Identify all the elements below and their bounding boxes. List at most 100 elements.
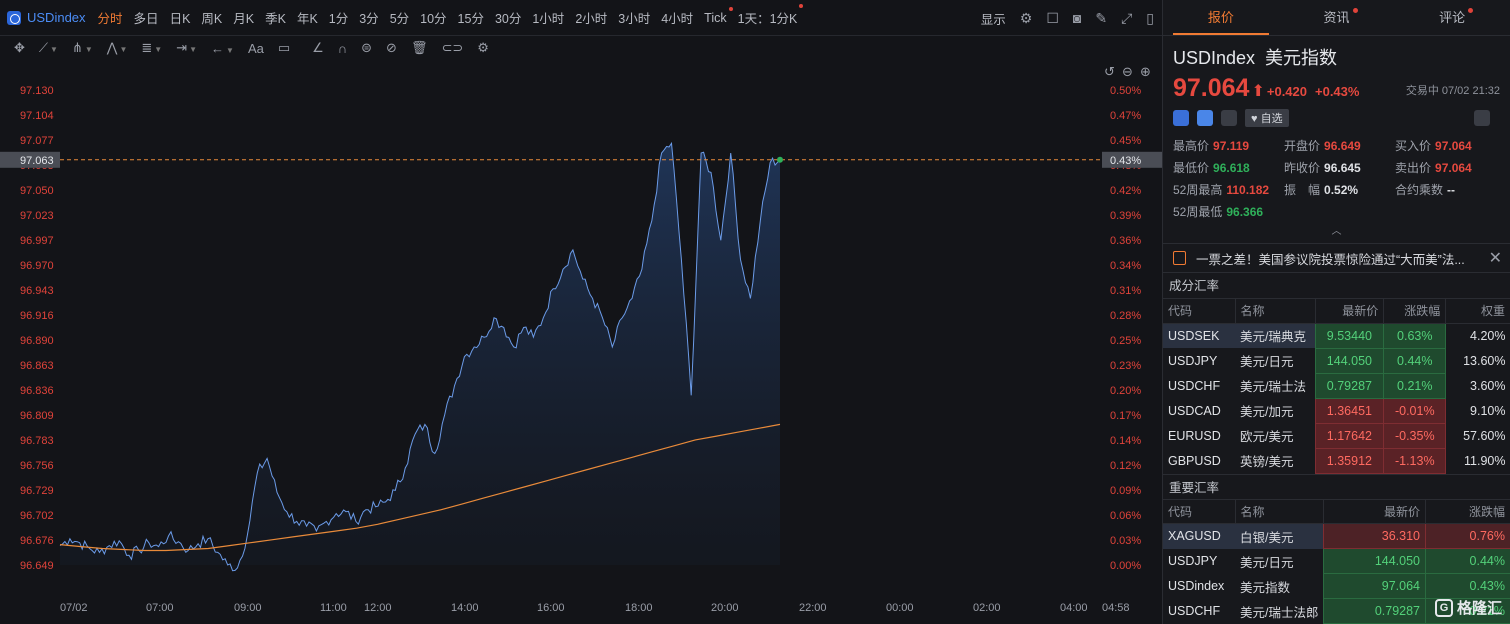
row-name: 欧元/美元 bbox=[1240, 430, 1294, 444]
price-area bbox=[60, 143, 780, 571]
pct-tick-label: 0.14% bbox=[1110, 435, 1141, 447]
timeframe-9[interactable]: 5分 bbox=[389, 12, 410, 26]
row-name: 美元/日元 bbox=[1240, 555, 1294, 570]
fullscreen-icon[interactable]: ⤢ bbox=[1121, 9, 1133, 26]
timeframe-3[interactable]: 周K bbox=[201, 12, 223, 26]
timeframe-8[interactable]: 3分 bbox=[359, 12, 379, 26]
timeframe-2[interactable]: 日K bbox=[169, 12, 191, 26]
row-weight: 11.90% bbox=[1464, 453, 1506, 468]
important-title: 重要汇率 bbox=[1163, 473, 1510, 500]
y-tick-label: 97.104 bbox=[20, 110, 54, 122]
timeframe-17[interactable]: Tick bbox=[704, 6, 734, 25]
row-code: USDindex bbox=[1168, 579, 1225, 593]
arrow-tool-icon[interactable]: ← ▼ bbox=[211, 40, 234, 56]
timeframe-0[interactable]: 分时 bbox=[97, 12, 123, 26]
column-header[interactable]: 代码 bbox=[1163, 299, 1236, 324]
table-row[interactable]: GBPUSD 英镑/美元 1.35912 -1.13% 11.90% bbox=[1163, 447, 1510, 474]
table-row[interactable]: USDindex 美元指数 97.064 0.43% bbox=[1163, 573, 1510, 599]
timeframe-10[interactable]: 10分 bbox=[420, 12, 447, 26]
pct-tick-label: 0.12% bbox=[1110, 460, 1141, 472]
row-price: 1.35912 bbox=[1314, 447, 1385, 474]
tool-settings-icon[interactable]: ⚙ bbox=[477, 40, 489, 55]
close-icon[interactable]: ✕ bbox=[1488, 250, 1502, 267]
wave-icon[interactable]: ⋀ ▼ bbox=[106, 40, 128, 55]
table-row[interactable]: USDJPY 美元/日元 144.050 0.44% 13.60% bbox=[1163, 347, 1510, 374]
column-header[interactable]: 最新价 bbox=[1315, 299, 1385, 324]
hide-icon[interactable]: ⊘ bbox=[386, 40, 397, 55]
reset-zoom-icon: ↺ bbox=[1104, 65, 1115, 80]
timeframe-15[interactable]: 3小时 bbox=[618, 12, 651, 26]
y-tick-label: 96.943 bbox=[20, 285, 54, 297]
column-header[interactable]: 代码 bbox=[1163, 499, 1236, 524]
fork-icon[interactable]: ⋔ ▼ bbox=[71, 40, 93, 55]
x-tick-label: 09:00 bbox=[234, 602, 262, 614]
text-tool-icon[interactable]: Aa bbox=[247, 40, 264, 56]
magnet-icon[interactable]: ∩ bbox=[337, 40, 348, 56]
pen-icon[interactable]: ✎ bbox=[1095, 9, 1108, 26]
symbol-label[interactable]: USDindex bbox=[27, 10, 86, 25]
timeframe-11[interactable]: 15分 bbox=[457, 12, 484, 26]
news-banner[interactable]: 一票之差！美国参议院投票惊险通过“大而美”法... ✕ bbox=[1163, 243, 1510, 273]
crosshair-icon[interactable]: ✥ bbox=[14, 40, 25, 55]
globe-icon[interactable] bbox=[1173, 110, 1189, 126]
column-header[interactable]: 名称 bbox=[1235, 499, 1325, 524]
watchlist-button[interactable]: ♥ 自选 bbox=[1245, 109, 1289, 127]
comment-icon[interactable]: ▭ bbox=[277, 40, 291, 55]
timeframe-1[interactable]: 多日 bbox=[133, 12, 159, 26]
timeframe-12[interactable]: 30分 bbox=[494, 12, 522, 26]
tab-quote[interactable]: 报价 bbox=[1163, 0, 1279, 35]
timeframe-18[interactable]: 1天：1分K bbox=[738, 4, 804, 27]
up-arrow-icon: ⬆ bbox=[1251, 83, 1265, 100]
column-header[interactable]: 权重 bbox=[1445, 299, 1510, 324]
price-chart[interactable]: 97.130 0.50% 97.104 0.47% 97.077 0.45% 97.063 0… bbox=[0, 60, 1162, 624]
table-row[interactable]: USDJPY 美元/日元 144.050 0.44% bbox=[1163, 548, 1510, 574]
collapse-caret-icon[interactable]: ︿ bbox=[1331, 226, 1342, 237]
x-tick-label: 22:00 bbox=[799, 602, 827, 614]
timeframe-13[interactable]: 1小时 bbox=[532, 12, 565, 26]
y-tick-label: 96.863 bbox=[20, 360, 54, 372]
lock-icon[interactable]: ⊜ bbox=[361, 40, 373, 55]
measure-icon[interactable]: ⇥ ▼ bbox=[176, 40, 198, 55]
news-text[interactable]: 一票之差！美国参议院投票惊险通过“大而美”法... bbox=[1196, 252, 1465, 267]
timeframe-7[interactable]: 1分 bbox=[328, 12, 349, 26]
row-name: 英镑/美元 bbox=[1240, 455, 1294, 469]
calendar-icon[interactable] bbox=[1221, 110, 1237, 126]
sidebar-toggle-icon[interactable]: ▯ bbox=[1146, 9, 1154, 26]
tab-news[interactable]: 资讯 bbox=[1323, 10, 1350, 25]
trendline-icon[interactable]: ⟋ ▼ bbox=[38, 40, 58, 55]
table-row[interactable]: XAGUSD 白银/美元 36.310 0.76% bbox=[1163, 523, 1510, 549]
toggle-icon[interactable]: ⊂⊃ bbox=[441, 40, 464, 55]
row-code: XAGUSD bbox=[1163, 523, 1235, 549]
x-tick-label: 07/02 bbox=[60, 602, 88, 614]
tab-comments[interactable]: 评论 bbox=[1439, 10, 1466, 25]
row-price: 144.050 bbox=[1314, 347, 1385, 374]
column-header[interactable]: 最新价 bbox=[1323, 499, 1427, 524]
fib-icon[interactable]: ≣ ▼ bbox=[141, 40, 163, 55]
layout-icon[interactable]: ☐ bbox=[1046, 9, 1059, 26]
ruler-icon[interactable]: ∠ bbox=[312, 40, 324, 55]
table-row[interactable]: USDCHF 美元/瑞士法 0.79287 0.21% 3.60% bbox=[1163, 372, 1510, 399]
price-change-pct: +0.43% bbox=[1315, 84, 1360, 99]
display-menu[interactable]: 显示 bbox=[980, 12, 1006, 27]
tag-icon[interactable] bbox=[1197, 110, 1213, 126]
table-row[interactable]: USDSEK 美元/瑞典克 9.53440 0.63% 4.20% bbox=[1163, 322, 1510, 349]
column-header[interactable]: 涨跌幅 bbox=[1425, 499, 1510, 524]
x-tick-label: 04:00 bbox=[1060, 602, 1088, 614]
column-header[interactable]: 名称 bbox=[1235, 299, 1316, 324]
row-change: -0.35% bbox=[1383, 422, 1447, 449]
gear-icon[interactable]: ⚙ bbox=[1019, 9, 1033, 26]
timeframe-6[interactable]: 年K bbox=[296, 12, 318, 26]
x-tick-label: 11:00 bbox=[320, 602, 347, 614]
table-row[interactable]: USDCHF 美元/瑞士法郎 0.79287 0.21% bbox=[1163, 598, 1510, 624]
timeframe-4[interactable]: 月K bbox=[233, 12, 255, 26]
table-row[interactable]: EURUSD 欧元/美元 1.17642 -0.35% 57.60% bbox=[1163, 422, 1510, 449]
column-header[interactable]: 涨跌幅 bbox=[1383, 299, 1447, 324]
table-row[interactable]: USDCAD 美元/加元 1.36451 -0.01% 9.10% bbox=[1163, 397, 1510, 424]
camera-icon[interactable]: ◙ bbox=[1072, 10, 1082, 26]
timeframe-5[interactable]: 季K bbox=[265, 12, 286, 26]
timeframe-14[interactable]: 2小时 bbox=[575, 12, 608, 26]
timeframe-16[interactable]: 4小时 bbox=[661, 12, 694, 26]
bell-icon[interactable] bbox=[1474, 110, 1490, 126]
trash-icon[interactable]: 🗑 bbox=[410, 40, 428, 55]
row-change: -1.13% bbox=[1383, 447, 1447, 474]
